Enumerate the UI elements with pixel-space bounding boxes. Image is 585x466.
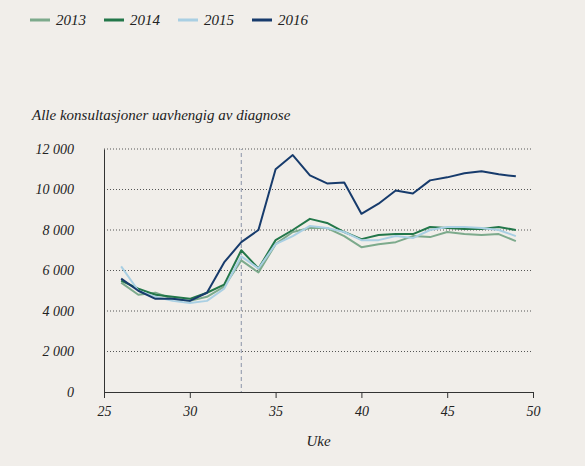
- y-tick-label: 8 000: [43, 223, 75, 238]
- x-tick: 25: [98, 392, 112, 419]
- x-tick-mark: [361, 392, 362, 398]
- x-tick-mark: [190, 392, 191, 398]
- x-tick-mark: [276, 392, 277, 398]
- x-tick-label: 45: [441, 404, 455, 419]
- title: Alle konsultasjoner uavhengig av diagnos…: [31, 107, 291, 123]
- x-axis: 25 30 35 40 45 50: [98, 392, 541, 419]
- chart: Alle konsultasjoner uavhengig av diagnos…: [0, 0, 585, 466]
- legend-item: 2015: [178, 12, 235, 28]
- y-axis: 0 2 000 4 000 6 000 8 000 10 000 12 000: [36, 142, 105, 400]
- legend-item: 2014: [104, 12, 161, 28]
- x-tick-label: 30: [182, 404, 197, 419]
- y-tick-label: 4 000: [43, 304, 75, 319]
- legend: 2013 2014 2015 2016: [30, 12, 309, 28]
- legend-item: 2016: [252, 12, 309, 28]
- y-tick: 12 000: [36, 142, 105, 157]
- y-tick: 4 000: [43, 304, 105, 319]
- legend-swatch: [30, 19, 50, 22]
- series-line: [121, 228, 516, 301]
- x-tick: 45: [441, 392, 455, 419]
- x-tick-label: 35: [268, 404, 283, 419]
- y-tick-label: 10 000: [36, 182, 75, 197]
- legend-item: 2013: [30, 12, 86, 28]
- x-tick-label: 40: [355, 404, 369, 419]
- x-tick-mark: [447, 392, 448, 398]
- grid-line: [104, 270, 533, 271]
- x-tick-label: 50: [527, 404, 541, 419]
- x-tick-mark: [104, 392, 105, 398]
- y-tick: 6 000: [43, 263, 105, 278]
- x-tick: 35: [268, 392, 283, 419]
- legend-label: 2013: [56, 12, 86, 28]
- plot-area: [121, 149, 516, 392]
- legend-label: 2014: [130, 12, 161, 28]
- x-tick: 30: [182, 392, 197, 419]
- y-tick-label: 12 000: [36, 142, 75, 157]
- grid-line: [104, 149, 533, 150]
- legend-label: 2015: [204, 12, 235, 28]
- y-tick: 0: [67, 385, 104, 400]
- y-tick: 2 000: [43, 344, 105, 359]
- x-axis-line: [105, 393, 534, 399]
- x-tick-mark: [533, 392, 534, 398]
- grid-line: [104, 351, 533, 352]
- legend-swatch: [252, 19, 272, 22]
- x-tick: 50: [527, 392, 541, 419]
- x-tick-label: 25: [98, 404, 112, 419]
- y-tick: 10 000: [36, 182, 105, 197]
- grid: [104, 149, 533, 352]
- x-axis-title: Uke: [306, 433, 330, 449]
- series-line: [121, 155, 516, 301]
- series-line: [121, 226, 516, 303]
- grid-line: [104, 189, 533, 190]
- series-line: [121, 219, 516, 299]
- legend-label: 2016: [278, 12, 309, 28]
- y-axis-line: [104, 150, 105, 393]
- y-tick: 8 000: [43, 223, 105, 238]
- legend-swatch: [178, 19, 198, 22]
- x-tick: 40: [355, 392, 369, 419]
- grid-line: [104, 311, 533, 312]
- y-tick-label: 2 000: [43, 344, 75, 359]
- reference-line: [241, 149, 242, 392]
- y-tick-label: 0: [67, 385, 74, 400]
- legend-swatch: [104, 19, 124, 22]
- y-tick-label: 6 000: [43, 263, 75, 278]
